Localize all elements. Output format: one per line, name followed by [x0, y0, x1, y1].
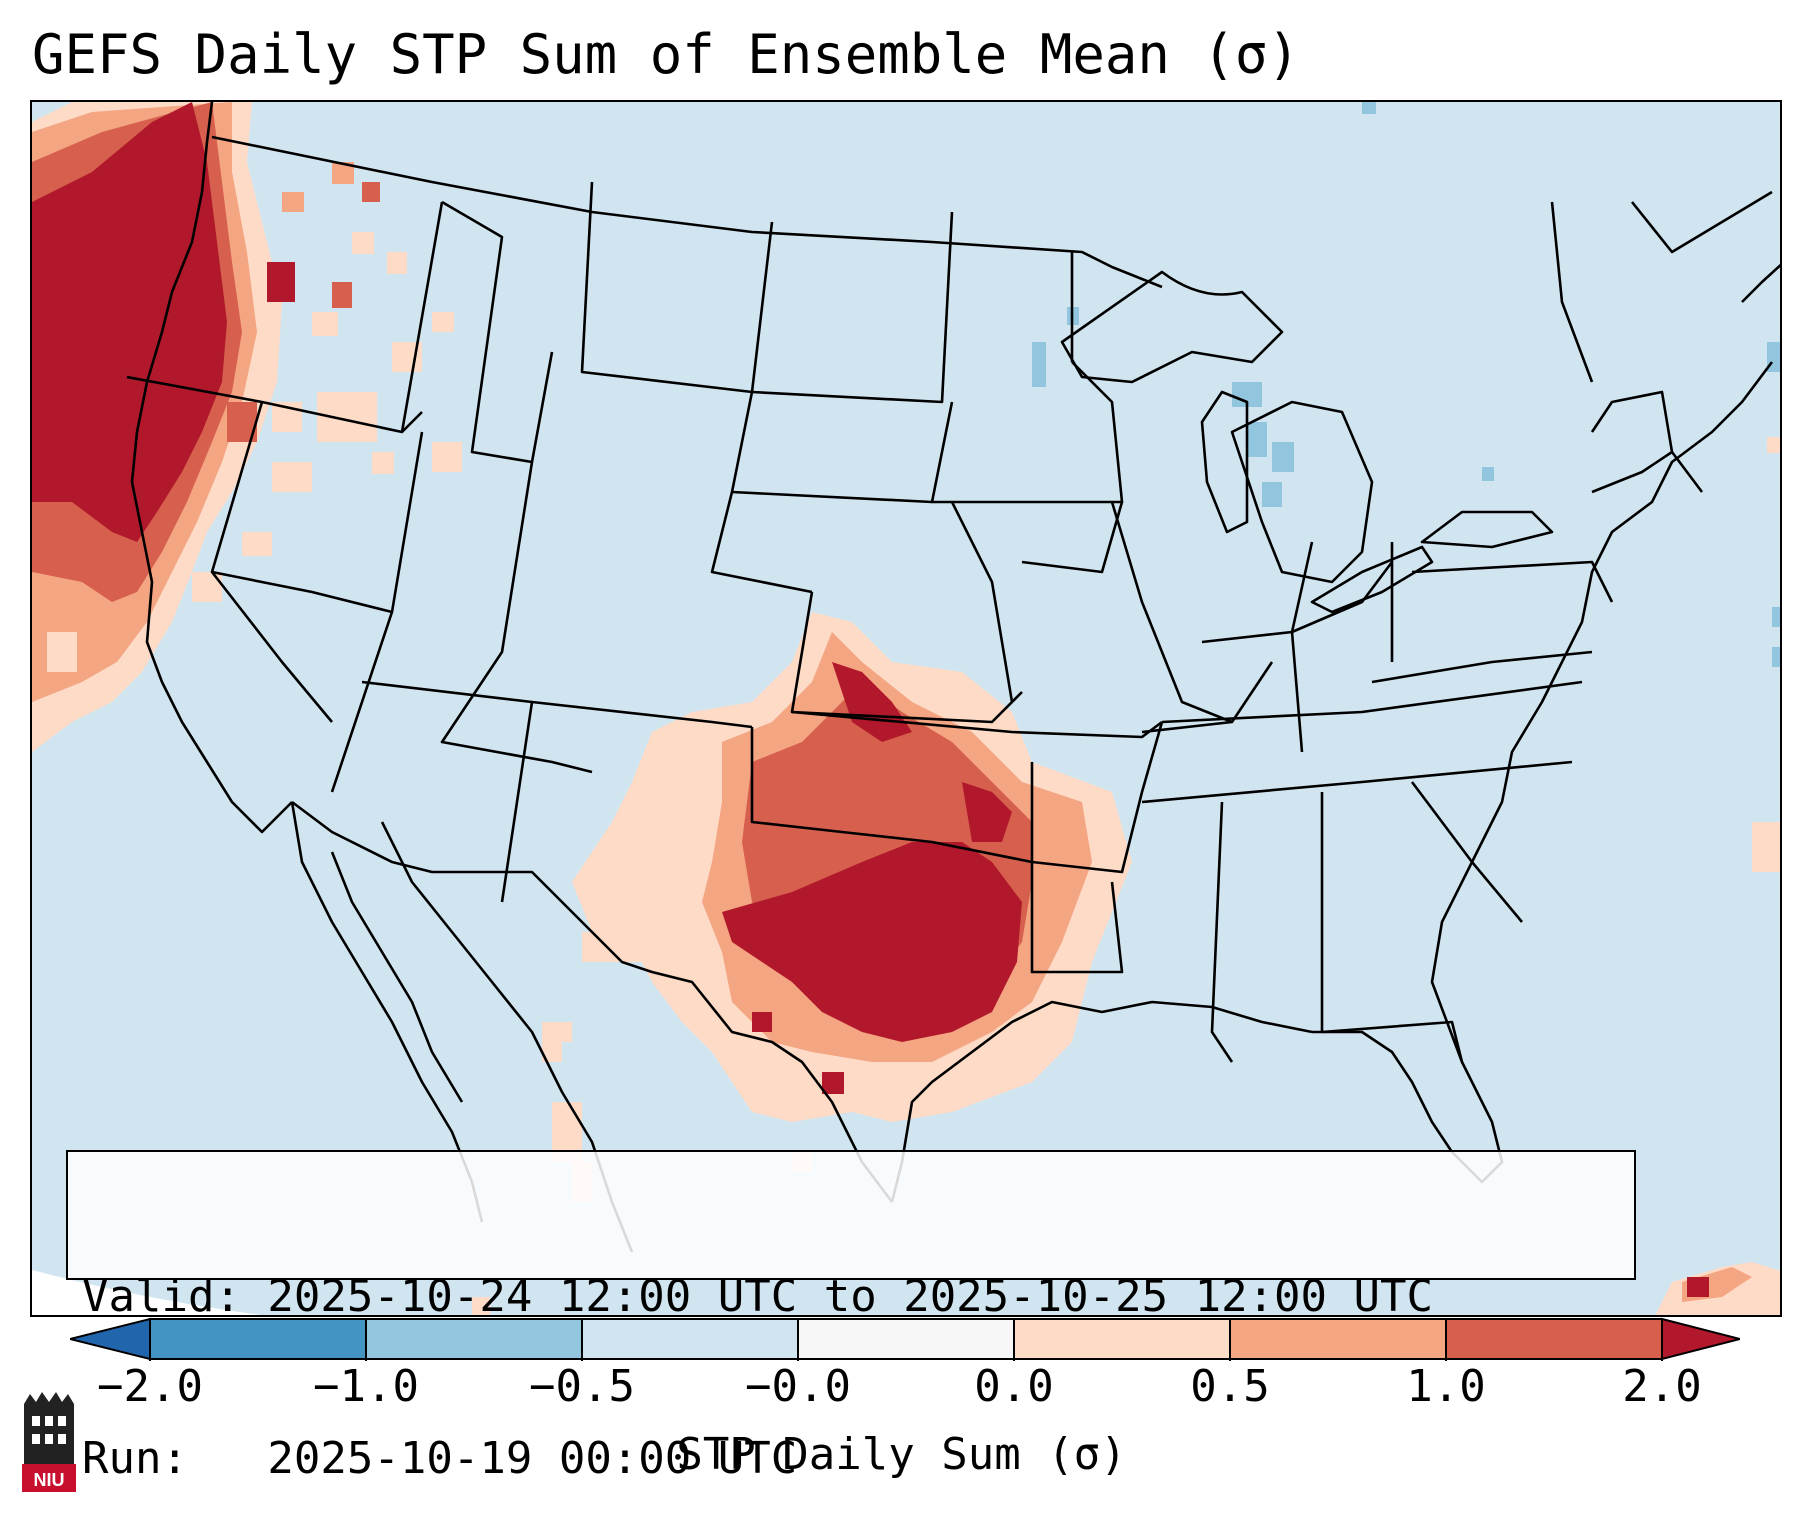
colorbar-extend-low	[70, 1317, 151, 1361]
valid-time-text: Valid: 2025-10-24 12:00 UTC to 2025-10-2…	[82, 1271, 1434, 1322]
valid-run-info-box: Valid: 2025-10-24 12:00 UTC to 2025-10-2…	[66, 1150, 1636, 1484]
caribbean-anomaly	[472, 1262, 1780, 1315]
state-borders	[126, 102, 1780, 1253]
colorbar-segment	[366, 1319, 582, 1359]
negative-anomaly-pixels	[1032, 102, 1780, 667]
colorbar-tick-label: 2.0	[1622, 1361, 1702, 1412]
niu-logo: NIU	[22, 1392, 76, 1492]
colorbar-segment	[582, 1319, 798, 1359]
niu-logo-text: NIU	[34, 1470, 65, 1490]
run-time-text: Run: 2025-10-19 00:00 UTC	[82, 1433, 798, 1484]
colorbar-tick-label: 0.5	[1190, 1361, 1270, 1412]
colorbar-segment	[798, 1319, 1014, 1359]
colorbar	[70, 1317, 1740, 1361]
colorbar-extend-high	[1661, 1317, 1740, 1361]
colorbar-segment	[1230, 1319, 1446, 1359]
colorbar-label: STP Daily Sum (σ)	[676, 1429, 1127, 1480]
projection-edge	[32, 1270, 261, 1315]
pnw-anomaly-field	[32, 102, 462, 752]
colorbar-tick-label: −2.0	[97, 1361, 203, 1412]
colorbar-tick-label: −0.0	[745, 1361, 851, 1412]
colorbar-segment	[150, 1319, 366, 1359]
colorbar-segment	[1014, 1319, 1230, 1359]
colorbar-tick-label: −0.5	[529, 1361, 635, 1412]
colorbar-tick-label: −1.0	[313, 1361, 419, 1412]
map-title: GEFS Daily STP Sum of Ensemble Mean (σ)	[32, 23, 1300, 86]
colorbar-tick-label: 1.0	[1406, 1361, 1486, 1412]
map-panel[interactable]	[30, 100, 1782, 1317]
colorbar-tick-label: 0.0	[974, 1361, 1054, 1412]
southern-plains-anomaly-field	[542, 437, 1780, 1202]
colorbar-segment	[1446, 1319, 1662, 1359]
